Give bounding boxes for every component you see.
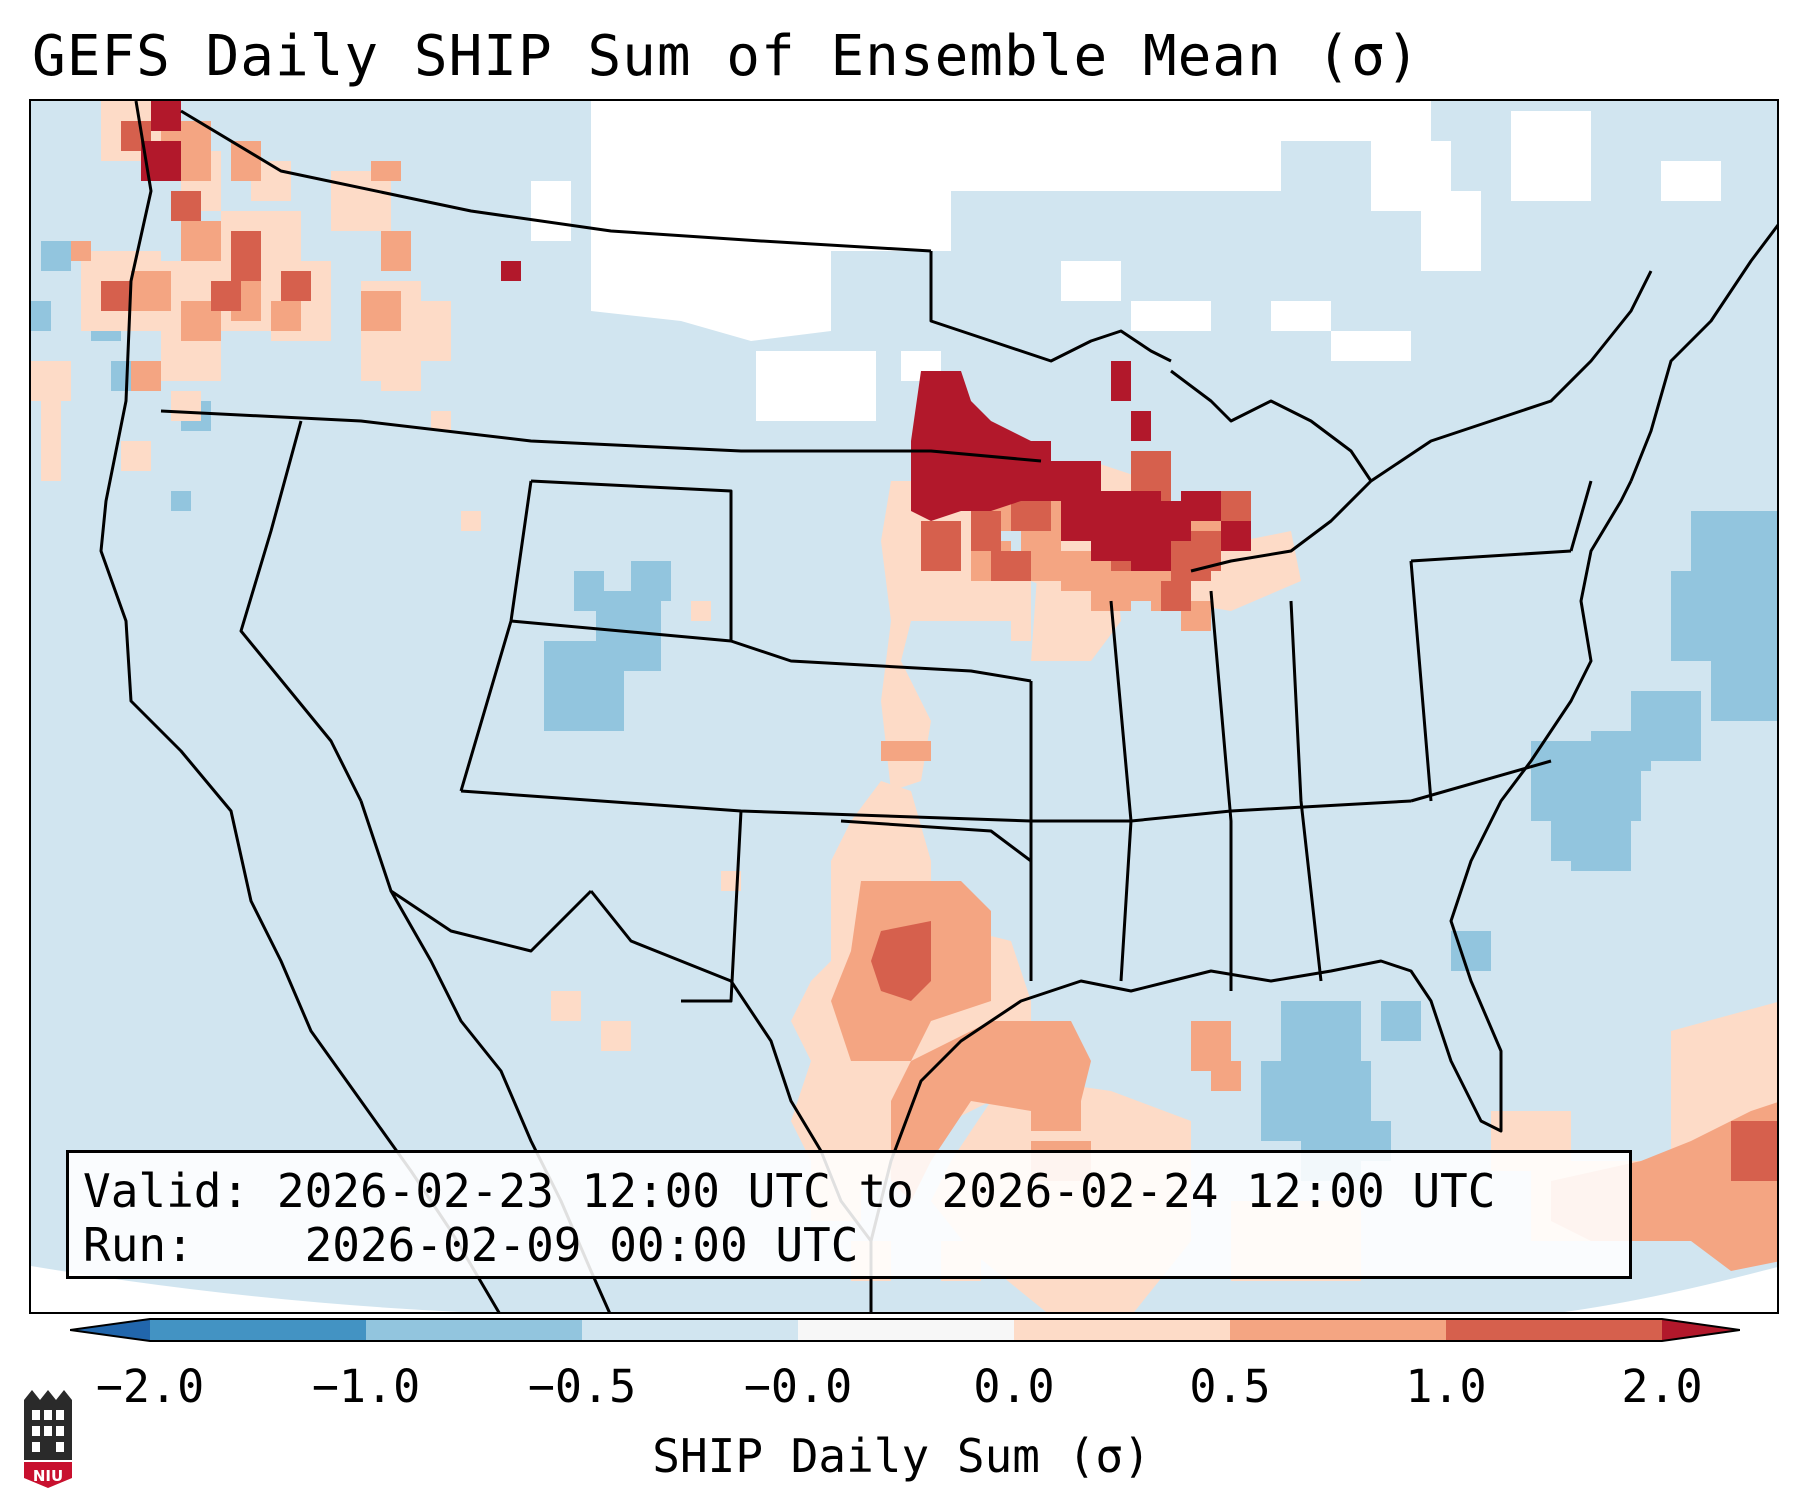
southern-line bbox=[460, 789, 1412, 823]
colorbar-extend-low bbox=[70, 1319, 150, 1341]
colorbar bbox=[70, 1318, 1740, 1342]
run-row: Run: 2026-02-09 00:00 UTC bbox=[83, 1218, 1629, 1272]
colorbar-outline bbox=[70, 1318, 1740, 1342]
mississippi-river bbox=[1109, 600, 1133, 982]
northern-states-line bbox=[160, 409, 1042, 463]
valid-info-box: Valid: 2026-02-23 12:00 UTC to 2026-02-2… bbox=[66, 1150, 1632, 1279]
colorbar-tick: −1.0 bbox=[311, 1360, 421, 1413]
colorbar-bin bbox=[150, 1319, 366, 1341]
co-kansas-line bbox=[510, 619, 1032, 683]
valid-value: 2026-02-23 12:00 UTC to 2026-02-24 12:00… bbox=[276, 1164, 1496, 1218]
northeast-coast bbox=[1629, 223, 1777, 482]
colorbar-label: SHIP Daily Sum (σ) bbox=[652, 1429, 1151, 1483]
colorbar-bin bbox=[582, 1319, 798, 1341]
colorbar-tick: −2.0 bbox=[95, 1360, 205, 1413]
extreme-positive-areas bbox=[141, 101, 1251, 571]
great-lakes bbox=[1170, 369, 1373, 573]
colorbar-bin bbox=[1014, 1319, 1230, 1341]
colorbar-bin bbox=[798, 1319, 1014, 1341]
domain-edge-left bbox=[31, 1266, 462, 1312]
gulf-atlantic-coast bbox=[869, 480, 1633, 1242]
niu-logo: NIU bbox=[24, 1390, 72, 1488]
west-coastline bbox=[99, 101, 501, 1312]
colorbar-bin bbox=[1446, 1319, 1662, 1341]
pa-line bbox=[1410, 549, 1572, 563]
neutral-areas bbox=[531, 101, 1721, 421]
colorbar-bin bbox=[1230, 1319, 1446, 1341]
us-canada-border-west bbox=[180, 109, 932, 253]
colorbar-tick: −0.0 bbox=[743, 1360, 853, 1413]
run-label: Run: bbox=[83, 1218, 194, 1272]
colorbar-tick: 2.0 bbox=[1621, 1360, 1703, 1413]
chart-title: GEFS Daily SHIP Sum of Ensemble Mean (σ) bbox=[32, 24, 1421, 89]
ny-east bbox=[1569, 480, 1593, 552]
map-panel bbox=[29, 99, 1779, 1314]
wy-co-line bbox=[530, 479, 733, 641]
logo-text: NIU bbox=[33, 1467, 63, 1485]
colorbar-extend-high bbox=[1662, 1319, 1740, 1341]
colorbar-tick: −0.5 bbox=[527, 1360, 637, 1413]
illinois-indiana bbox=[1209, 590, 1233, 991]
valid-label: Valid: bbox=[83, 1164, 250, 1218]
valid-row: Valid: 2026-02-23 12:00 UTC to 2026-02-2… bbox=[83, 1164, 1629, 1218]
map-svg bbox=[31, 101, 1777, 1312]
nm-tx-line bbox=[681, 810, 743, 1003]
alabama-georgia bbox=[1289, 600, 1323, 982]
nc-line bbox=[1410, 759, 1552, 803]
az-border bbox=[359, 800, 593, 953]
colorbar-bin bbox=[366, 1319, 582, 1341]
colorbar-tick: 0.5 bbox=[1189, 1360, 1271, 1413]
border-great-lakes bbox=[929, 251, 1172, 363]
colorbar-tick: 1.0 bbox=[1405, 1360, 1487, 1413]
west-virginia-line bbox=[1409, 560, 1433, 802]
run-value: 2026-02-09 00:00 UTC bbox=[304, 1218, 859, 1272]
domain-edge-right bbox=[1564, 1267, 1777, 1312]
st-lawrence bbox=[1370, 270, 1653, 483]
colorbar-tick: 0.0 bbox=[973, 1360, 1055, 1413]
california-nevada bbox=[239, 420, 363, 802]
